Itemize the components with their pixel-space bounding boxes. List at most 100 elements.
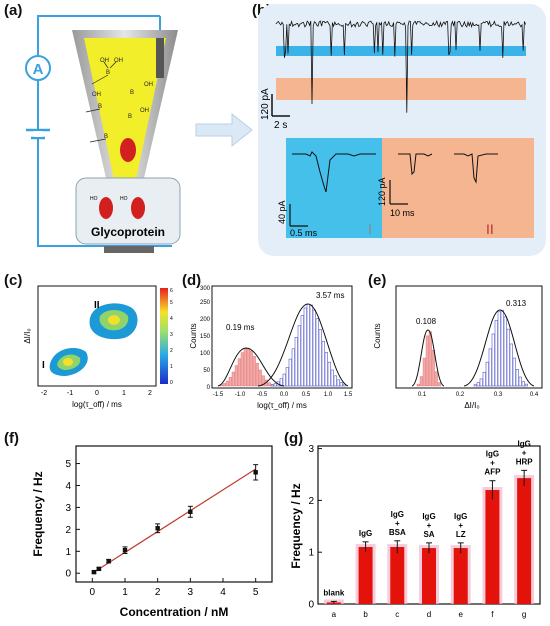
svg-text:Counts: Counts [373,323,382,348]
histogram-bar [228,377,232,387]
svg-text:2: 2 [148,390,152,397]
bar-c [390,547,405,604]
histogram-bar [497,311,501,387]
panel-label-c: (c) [4,272,23,289]
histogram-bar [225,380,229,387]
histogram-bar [476,382,480,387]
bar-label: BSA [389,528,406,537]
histogram-bar [237,358,241,387]
x-tick-label: 0 [90,587,96,598]
svg-text:4: 4 [170,316,173,322]
time-scale-label: 2 s [274,120,287,131]
histogram-bar [437,382,441,387]
histogram-bar [282,373,286,387]
bar-label: LZ [456,530,466,539]
histogram-bar [288,358,292,387]
svg-text:0.313: 0.313 [506,299,527,308]
histogram-bar [309,304,313,387]
svg-text:OH: OH [100,58,109,64]
svg-text:100: 100 [200,351,211,357]
bar-label: IgG [486,450,499,459]
ammeter-icon [25,55,51,81]
svg-text:0.1: 0.1 [418,392,427,398]
svg-text:II: II [94,300,100,311]
svg-text:B: B [128,114,132,120]
data-point [155,526,160,531]
histogram-bar [315,318,319,387]
glycoprotein-label: Glycoprotein [91,225,165,239]
x-tick-label: 2 [155,587,161,598]
histogram-bar [273,383,277,387]
svg-text:1: 1 [122,390,126,397]
category-label: d [427,610,431,619]
y-tick-label: 3 [308,444,314,455]
histogram-bar [279,378,283,387]
svg-text:Counts: Counts [189,323,198,348]
amplitude-histogram: 0.108 0.313 Counts 0.1 0.2 0.3 0.4 ΔI/I₀ [373,285,543,410]
bar-label: IgG [454,512,467,521]
svg-text:250: 250 [200,300,211,306]
category-label: a [332,610,337,619]
histogram-bar [234,365,238,387]
svg-text:5: 5 [170,300,173,306]
y-tick-label: 3 [65,503,71,514]
data-point [122,547,128,553]
histogram-bar [303,307,307,387]
svg-text:0.0: 0.0 [280,392,289,398]
y-tick-label: 1 [65,547,71,558]
x-tick-label: 1 [122,587,128,598]
histogram-bar [479,378,483,387]
svg-text:-2: -2 [41,390,47,397]
histogram-bar [270,384,274,387]
current-trace-panel: 120 pA 2 s 40 pA 0.5 ms I 120 pA 10 ms I… [258,4,546,256]
panel-label-g: (g) [284,430,304,447]
svg-text:ΔI/I₀: ΔI/I₀ [464,401,479,410]
bar-label: IgG [422,512,435,521]
histogram-bar [294,337,298,387]
histogram-bar [428,331,432,387]
svg-text:50: 50 [203,368,210,374]
svg-text:log(τ_off) / ms: log(τ_off) / ms [257,401,307,410]
svg-text:40 pA: 40 pA [277,200,287,224]
svg-text:0.4: 0.4 [530,392,539,398]
bar-label: + [458,521,463,530]
histogram-bar [321,340,325,387]
histogram-bar [285,367,289,387]
histogram-bar [485,361,489,387]
histogram-bar [291,348,295,387]
bar-label: + [427,521,432,530]
histogram-bar [500,310,504,387]
current-trace [275,19,526,113]
svg-text:-1.0: -1.0 [235,392,246,398]
data-point [91,569,97,575]
svg-text:0.5 ms: 0.5 ms [290,228,318,238]
svg-text:HO: HO [90,196,98,202]
histogram-bar [509,343,513,387]
svg-text:B: B [104,134,108,140]
y-tick-label: 5 [65,459,71,470]
histogram-bar [267,382,271,387]
histogram-bar [258,369,262,387]
histogram-bar [521,381,525,387]
bar-label: IgG [517,439,530,448]
histogram-bar [222,383,226,387]
svg-text:I: I [42,360,45,371]
data-point [253,470,258,475]
svg-text:1.5: 1.5 [344,392,353,398]
glycoprotein-in-pore [120,138,136,162]
bar-b [358,547,373,604]
svg-text:0.2: 0.2 [456,392,465,398]
data-point [188,509,193,515]
svg-text:200: 200 [200,317,211,323]
panel-label-e: (e) [368,272,387,289]
histogram-bar [491,333,495,387]
y-axis-label: Frequency / Hz [31,471,45,556]
histogram-bar [419,376,423,387]
calibration-chart: 0 1 2 3 4 5 0 1 2 3 4 5 Concentration / nM Frequenc… [31,445,273,619]
histogram-bar [231,371,235,387]
histogram-bar [524,383,528,387]
histogram-bar [246,347,250,387]
svg-text:300: 300 [200,286,211,292]
inset-2-trace [398,153,498,184]
svg-text:II: II [486,221,494,237]
